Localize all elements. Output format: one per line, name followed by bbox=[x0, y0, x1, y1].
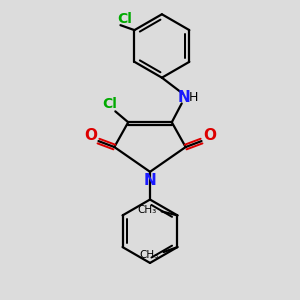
Text: CH₃: CH₃ bbox=[140, 250, 159, 260]
Text: O: O bbox=[84, 128, 97, 142]
Text: O: O bbox=[203, 128, 216, 142]
Text: N: N bbox=[144, 173, 156, 188]
Text: H: H bbox=[188, 92, 198, 104]
Text: Cl: Cl bbox=[102, 98, 117, 111]
Text: Cl: Cl bbox=[117, 12, 132, 26]
Text: N: N bbox=[177, 91, 190, 106]
Text: CH₃: CH₃ bbox=[137, 206, 157, 215]
